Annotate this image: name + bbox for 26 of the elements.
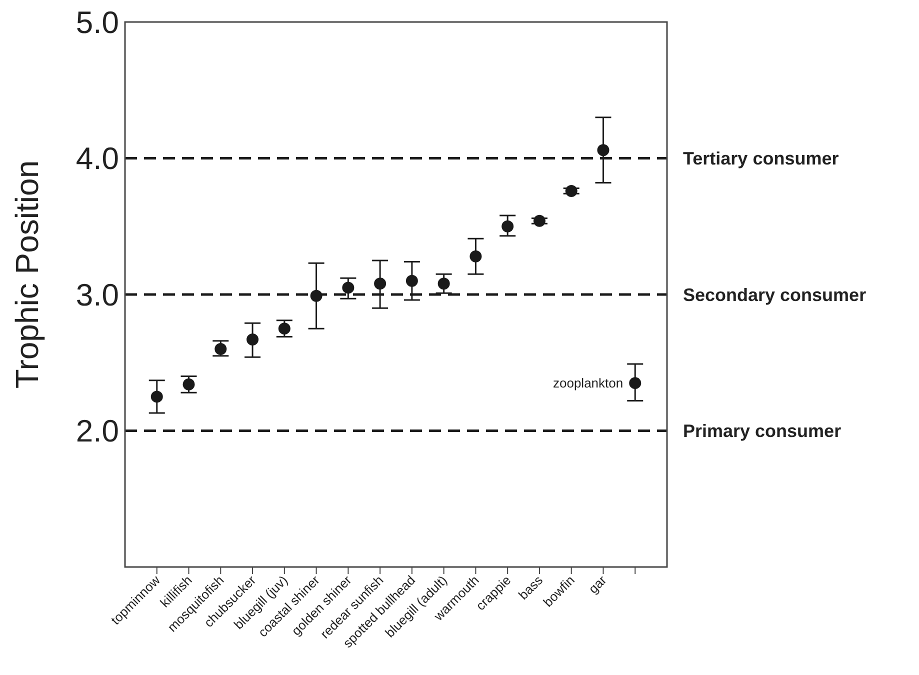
ref-line-label: Primary consumer xyxy=(683,421,842,442)
point xyxy=(470,250,482,262)
y-axis-title: Trophic Position xyxy=(9,160,45,389)
y-tick-label: 2.0 xyxy=(76,414,119,449)
point xyxy=(565,184,578,197)
ref-line-label: Tertiary consumer xyxy=(683,148,839,169)
x-tick-label: gar xyxy=(585,572,610,596)
ref-line-label: Secondary consumer xyxy=(683,284,866,305)
annotation: zooplankton xyxy=(552,376,624,391)
point xyxy=(533,214,546,227)
point xyxy=(438,278,450,290)
point xyxy=(214,343,227,355)
y-tick-label: 5.0 xyxy=(76,4,119,40)
point xyxy=(502,220,514,232)
y-tick-label: 3.0 xyxy=(76,277,119,312)
point xyxy=(342,282,354,294)
y-tick-label: 4.0 xyxy=(76,141,119,176)
point xyxy=(597,144,610,156)
point xyxy=(278,322,290,335)
point xyxy=(246,333,259,346)
point xyxy=(182,378,195,390)
point xyxy=(629,377,642,390)
point xyxy=(310,290,322,302)
point xyxy=(150,390,163,403)
point xyxy=(406,274,418,287)
point xyxy=(374,278,386,290)
